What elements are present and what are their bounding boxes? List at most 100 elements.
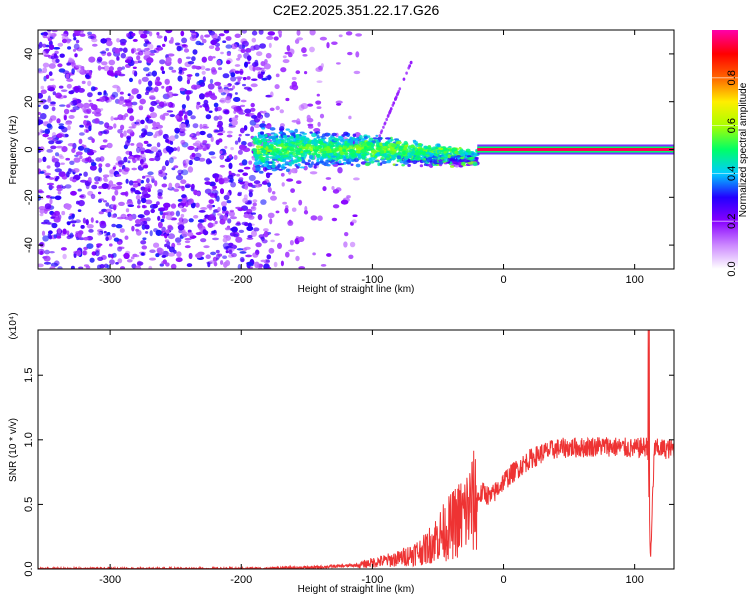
spectrogram-cell [266,149,273,153]
spectrogram-cell [47,38,52,42]
spectrogram-cell [199,93,205,100]
spectrogram-cell [205,254,211,259]
spectrogram-cell [56,118,61,124]
spectrogram-cell [202,229,207,235]
spectrogram-cell [428,163,432,168]
spectrogram-cell [251,115,258,119]
snr-x-tick-label: 100 [625,574,643,586]
spectrogram-cell [78,266,84,269]
spectrogram-cell [238,177,244,181]
spectrogram-cell [225,36,232,41]
colorbar-tick-label: 0.6 [726,118,738,133]
spectrogram-cell [273,142,278,146]
spectrogram-cell [262,149,266,155]
spectrogram-cell [385,117,389,122]
spectrogram-cell [43,31,48,36]
spectrogram-cell [136,146,141,154]
spectrogram-cell [109,171,114,178]
spectrogram-cell [335,155,340,158]
spectrogram-cell [431,146,438,150]
spectrogram-cell [208,30,216,36]
spectrogram-cell [202,38,207,44]
spectrogram-cell [223,30,230,34]
spectrogram-cell [179,123,187,130]
spectrogram-cell [298,199,303,206]
spectrogram-cell [194,152,202,158]
spectrogram-cell [43,261,52,265]
spectrogram-cell [267,187,272,193]
spectrogram-cell [59,53,65,58]
spectrogram-cell [216,195,220,202]
spectrogram-cell [157,149,162,153]
spectrogram-cell [149,230,153,237]
spectrogram-cell [155,81,162,86]
spectrogram-cell [238,229,245,233]
spectrogram-cell [280,172,285,177]
spectrogram-cell [196,191,201,197]
spectrogram-cell [99,51,107,54]
spectrogram-cell [250,45,256,51]
spectrogram-cell [193,215,199,219]
spectrogram-y-tick-label: 40 [23,48,35,60]
spectrogram-cell [264,158,270,162]
spectrogram-cell [39,250,44,255]
spectrogram-cell [110,73,116,77]
spectrogram-cell [288,249,295,252]
spectrogram-cell [58,123,64,126]
spectrogram-y-tick-label: 0 [23,146,35,152]
spectrogram-cell [339,147,343,151]
spectrogram-cell [231,117,239,121]
spectrogram-cell [455,161,459,165]
spectrogram-cell [40,89,47,94]
spectrogram-cell [229,232,236,237]
spectrogram-cell [338,155,344,160]
spectrogram-cell [115,224,123,229]
spectrogram-cell [409,145,416,148]
spectrogram-cell [214,107,219,112]
spectrogram-cell [86,224,94,229]
spectrogram-cell [250,107,256,112]
spectrogram-cell [321,137,327,140]
spectrogram-cell [221,201,227,207]
spectrogram-cell [230,43,238,50]
spectrogram-cell [409,155,413,159]
spectrogram-cell [98,163,103,168]
spectrogram-cell [269,156,273,159]
spectrogram-cell [350,153,357,158]
spectrogram-cell [286,178,294,182]
spectrogram-cell [97,231,102,236]
spectrogram-cell [134,190,140,194]
spectrogram-cell [146,131,154,137]
spectrogram-cell [391,157,396,160]
spectrogram-cell [375,134,379,137]
spectrogram-cell [127,93,131,96]
spectrogram-cell [119,38,127,44]
spectrogram-cell [106,264,111,269]
spectrogram-cell [347,51,353,56]
spectrogram-cell [314,150,318,155]
spectrogram-cell [51,155,56,162]
spectrogram-cell [225,96,231,101]
spectrogram-cell [269,127,276,131]
spectrogram-cell [309,171,318,175]
spectrogram-cell [153,242,160,248]
spectrogram-cell [231,119,238,126]
spectrogram-cell [111,223,117,228]
spectrogram-cell [217,115,223,120]
spectrogram-cell [272,158,278,161]
spectrogram-cell [258,170,264,174]
spectrogram-cell [74,64,83,69]
spectrogram-cell [299,131,305,134]
spectrogram-cell [106,125,114,130]
spectrogram-cell [379,142,383,147]
spectrogram-cell [132,38,138,42]
spectrogram-cell [135,119,141,126]
spectrogram-cell [271,153,276,156]
spectrogram-cell [252,62,259,67]
spectrogram-cell [258,234,265,239]
spectrogram-cell [253,227,260,232]
spectrogram-cell [254,261,260,268]
spectrogram-cell [251,30,258,36]
spectrogram-cell [38,194,42,201]
